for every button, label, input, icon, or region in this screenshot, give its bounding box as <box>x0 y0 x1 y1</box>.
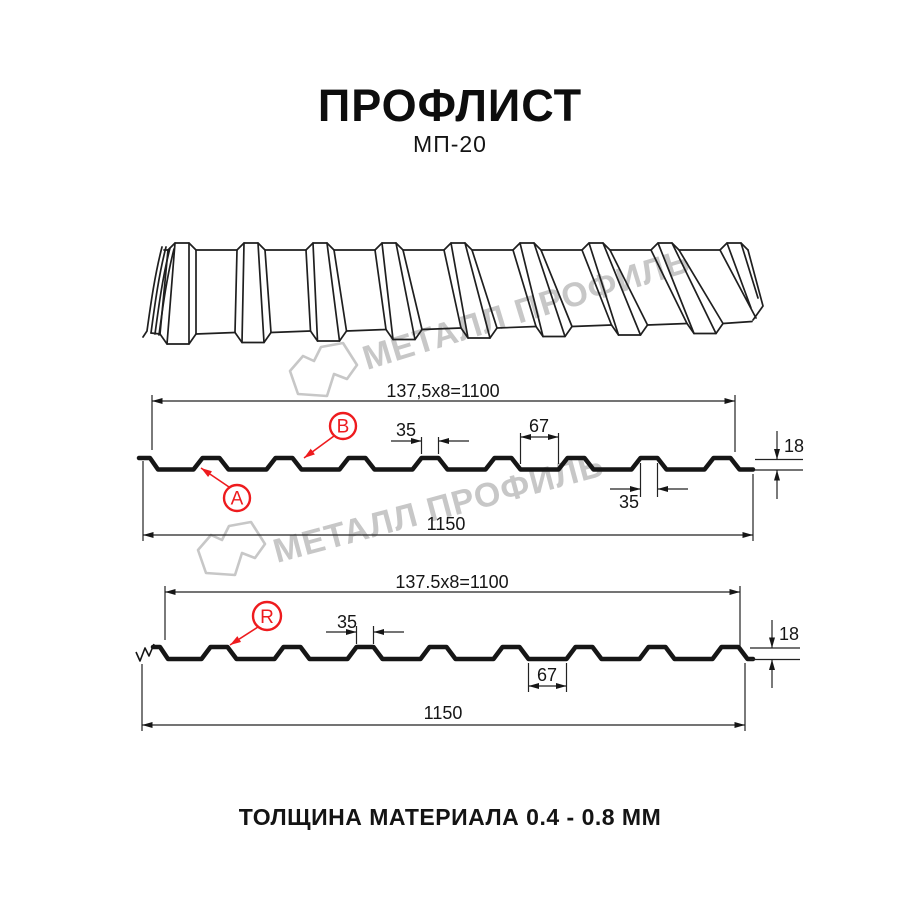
metal-profil-logo-icon <box>288 341 359 398</box>
rib-length-lines <box>159 242 757 345</box>
marker-a: A <box>200 467 252 513</box>
dim-width-a-label: 1150 <box>427 514 466 534</box>
rib-crests-front <box>159 322 724 345</box>
watermark-text: МЕТАЛЛ ПРОФИЛЬ <box>269 446 608 571</box>
dim-rib-top-r <box>326 626 404 644</box>
dim-pitch-a <box>151 395 736 452</box>
section-a: 137,5x8=1100 1150 35 67 <box>136 381 804 541</box>
sheet-right-edge <box>740 242 764 321</box>
section-r-break-symbol <box>135 643 155 662</box>
profile-3d-view <box>142 242 764 345</box>
dim-pitch-r <box>164 586 741 646</box>
dim-width-r <box>141 663 746 731</box>
product-code: МП-20 <box>413 131 487 157</box>
dim-rib-bottom-a <box>610 463 688 497</box>
sheet-front-edge <box>150 320 753 335</box>
dim-rib-top-a <box>391 437 469 454</box>
marker-r-label: R <box>260 607 274 628</box>
dim-rib-bottom-a-label: 35 <box>619 492 639 512</box>
marker-r: R <box>229 600 283 646</box>
sheet-left-edge <box>142 246 175 338</box>
dim-height-r <box>750 620 800 688</box>
dim-pitch-a-label: 137,5x8=1100 <box>386 381 499 401</box>
marker-a-label: A <box>231 489 244 510</box>
marker-b-label: B <box>337 417 350 438</box>
section-a-profile <box>136 455 756 472</box>
dim-width-r-label: 1150 <box>424 703 463 723</box>
watermark-lower: МЕТАЛЛ ПРОФИЛЬ <box>196 446 608 577</box>
dim-height-a <box>755 431 803 499</box>
material-thickness-note: ТОЛЩИНА МАТЕРИАЛА 0.4 - 0.8 ММ <box>238 804 662 830</box>
dim-pitch-r-label: 137.5x8=1100 <box>395 572 508 592</box>
dim-valley-a-label: 67 <box>529 416 549 436</box>
section-r: 137.5x8=1100 1150 35 67 <box>135 572 800 731</box>
dim-valley-r-label: 67 <box>537 665 557 685</box>
marker-b: B <box>303 411 358 459</box>
page-title: ПРОФЛИСТ <box>317 80 583 131</box>
dim-width-a <box>142 461 754 541</box>
dim-rib-top-r-label: 35 <box>337 612 357 632</box>
rib-crests-back <box>167 242 749 251</box>
section-r-profile <box>150 644 756 662</box>
dim-height-r-label: 18 <box>779 624 799 644</box>
metal-profil-logo-icon <box>196 520 267 577</box>
dim-valley-a <box>519 433 560 464</box>
dim-height-a-label: 18 <box>784 436 804 456</box>
dim-rib-top-a-label: 35 <box>396 420 416 440</box>
dim-valley-r <box>527 663 568 692</box>
